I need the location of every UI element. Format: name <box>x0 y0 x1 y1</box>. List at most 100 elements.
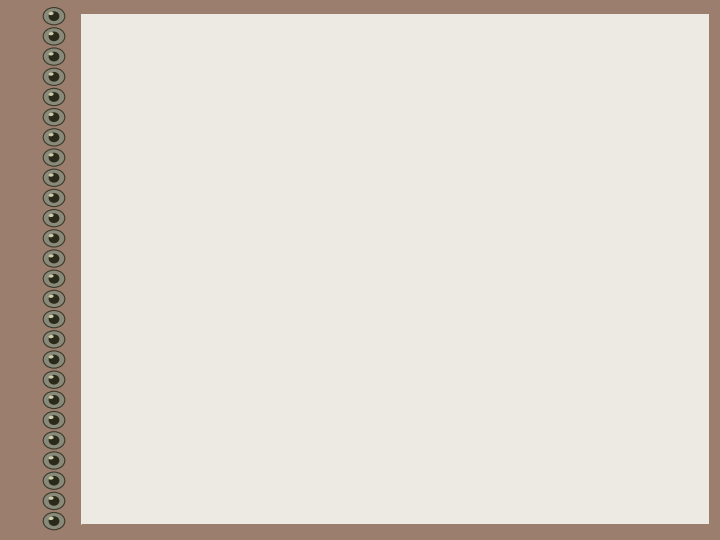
Ellipse shape <box>49 476 59 485</box>
Text: –: – <box>112 243 122 262</box>
Ellipse shape <box>43 472 65 489</box>
Ellipse shape <box>49 516 59 526</box>
Ellipse shape <box>49 415 59 425</box>
Text: The maximum load induced by the paths: The maximum load induced by the paths <box>108 177 579 199</box>
Text: . By code inspection.: . By code inspection. <box>307 141 548 163</box>
Ellipse shape <box>49 395 59 405</box>
Ellipse shape <box>43 411 65 429</box>
Text: •: • <box>99 171 113 194</box>
Text: traversing it. By previous: traversing it. By previous <box>346 272 606 292</box>
Text: >0) is 2.: >0) is 2. <box>259 208 357 230</box>
Ellipse shape <box>43 129 65 146</box>
Ellipse shape <box>49 335 53 338</box>
Ellipse shape <box>49 314 59 324</box>
Ellipse shape <box>43 48 65 65</box>
Ellipse shape <box>43 89 65 106</box>
Ellipse shape <box>49 233 59 243</box>
Ellipse shape <box>43 392 65 409</box>
Text: paths: paths <box>137 272 199 292</box>
Text: The maximum load induced by the paths: The maximum load induced by the paths <box>108 111 579 132</box>
Ellipse shape <box>49 93 53 96</box>
Text: Assume otherwise. There is an edge with three: Assume otherwise. There is an edge with … <box>137 243 618 262</box>
Ellipse shape <box>43 291 65 308</box>
Ellipse shape <box>49 11 59 21</box>
Ellipse shape <box>49 375 53 379</box>
Ellipse shape <box>43 149 65 166</box>
Ellipse shape <box>43 351 65 368</box>
Text: Incremental WLA in Rings: Incremental WLA in Rings <box>116 30 674 72</box>
Ellipse shape <box>49 113 53 116</box>
Text: ) (: ) ( <box>225 208 251 230</box>
Ellipse shape <box>43 28 65 45</box>
Ellipse shape <box>49 476 53 480</box>
Ellipse shape <box>43 109 65 126</box>
Text: points:: points: <box>137 360 207 379</box>
Ellipse shape <box>49 295 53 298</box>
Text: lemma, none of them contains the other.: lemma, none of them contains the other. <box>137 301 551 321</box>
Text: •: • <box>99 105 113 127</box>
Ellipse shape <box>49 497 53 500</box>
Ellipse shape <box>43 230 65 247</box>
Text: i: i <box>216 208 223 230</box>
Ellipse shape <box>49 132 59 142</box>
Ellipse shape <box>49 72 53 76</box>
Ellipse shape <box>49 112 59 122</box>
Text: of SHELF(0) is: of SHELF(0) is <box>108 141 287 163</box>
Ellipse shape <box>49 234 53 237</box>
Ellipse shape <box>49 213 59 223</box>
Ellipse shape <box>49 315 53 318</box>
Text: W.l.o.g assume they are sorted by their starting: W.l.o.g assume they are sorted by their … <box>137 330 624 350</box>
Ellipse shape <box>49 254 59 264</box>
Ellipse shape <box>49 193 59 203</box>
Ellipse shape <box>43 431 65 449</box>
Ellipse shape <box>49 456 53 460</box>
Ellipse shape <box>49 355 59 365</box>
Ellipse shape <box>43 452 65 469</box>
Ellipse shape <box>49 334 59 344</box>
Ellipse shape <box>49 375 59 384</box>
Ellipse shape <box>43 68 65 85</box>
Ellipse shape <box>43 210 65 227</box>
Ellipse shape <box>49 274 59 284</box>
Ellipse shape <box>49 456 59 465</box>
Ellipse shape <box>43 190 65 207</box>
Ellipse shape <box>49 52 59 62</box>
Ellipse shape <box>49 436 53 439</box>
Ellipse shape <box>43 310 65 328</box>
Ellipse shape <box>49 254 53 258</box>
Ellipse shape <box>49 194 53 197</box>
Text: of SHELF(: of SHELF( <box>108 208 230 230</box>
Ellipse shape <box>49 133 53 136</box>
Text: $p_x$: $p_x$ <box>166 461 185 479</box>
Ellipse shape <box>49 153 59 163</box>
Text: i: i <box>250 208 257 230</box>
Ellipse shape <box>49 72 59 82</box>
Ellipse shape <box>49 92 59 102</box>
Text: $p_z$: $p_z$ <box>360 406 379 424</box>
Ellipse shape <box>49 52 53 56</box>
Ellipse shape <box>49 31 59 41</box>
Text: d: d <box>295 141 310 163</box>
Ellipse shape <box>43 492 65 510</box>
Ellipse shape <box>49 435 59 445</box>
Ellipse shape <box>49 355 53 359</box>
Ellipse shape <box>49 173 59 183</box>
Ellipse shape <box>49 496 59 506</box>
Ellipse shape <box>49 32 53 35</box>
Ellipse shape <box>49 274 53 278</box>
Ellipse shape <box>49 12 53 15</box>
Ellipse shape <box>43 169 65 186</box>
Ellipse shape <box>49 214 53 217</box>
Ellipse shape <box>49 173 53 177</box>
Ellipse shape <box>43 371 65 388</box>
Ellipse shape <box>43 270 65 287</box>
Ellipse shape <box>43 330 65 348</box>
Ellipse shape <box>49 517 53 520</box>
Text: $p_x, p_y, p_z \in SHELF(i)$: $p_x, p_y, p_z \in SHELF(i)$ <box>198 272 333 292</box>
Ellipse shape <box>49 396 53 399</box>
Ellipse shape <box>43 512 65 530</box>
Ellipse shape <box>49 416 53 419</box>
Text: $p_y$: $p_y$ <box>259 431 279 452</box>
Ellipse shape <box>43 250 65 267</box>
Ellipse shape <box>49 294 59 304</box>
